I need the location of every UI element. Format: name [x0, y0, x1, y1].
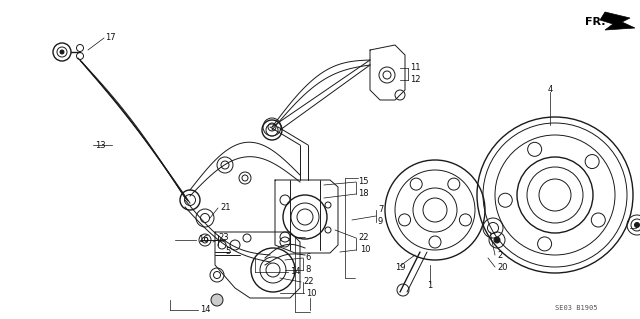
- Text: 17: 17: [105, 33, 116, 42]
- Text: 6: 6: [305, 254, 310, 263]
- Text: 19: 19: [395, 263, 405, 272]
- Text: 1: 1: [428, 280, 433, 290]
- Text: 21: 21: [220, 204, 230, 212]
- Text: 4: 4: [547, 85, 552, 94]
- Text: 23: 23: [218, 234, 228, 242]
- Text: 14: 14: [200, 306, 211, 315]
- Circle shape: [60, 50, 64, 54]
- Circle shape: [211, 294, 223, 306]
- Text: 18: 18: [358, 189, 369, 198]
- Text: 22: 22: [358, 234, 369, 242]
- Text: 14: 14: [290, 268, 301, 277]
- Text: 3: 3: [638, 224, 640, 233]
- Text: SE03 B1905: SE03 B1905: [555, 305, 598, 311]
- Text: 10: 10: [360, 246, 371, 255]
- Text: 9: 9: [378, 218, 383, 226]
- Text: 12: 12: [410, 76, 420, 85]
- Polygon shape: [600, 12, 635, 30]
- Text: FR.: FR.: [585, 17, 605, 27]
- Text: 15: 15: [358, 177, 369, 187]
- Circle shape: [494, 237, 500, 243]
- Text: 11: 11: [410, 63, 420, 72]
- Text: 2: 2: [497, 250, 502, 259]
- Text: 10: 10: [306, 288, 317, 298]
- Text: 5: 5: [225, 248, 230, 256]
- Text: 22: 22: [303, 278, 314, 286]
- Text: 13: 13: [95, 140, 106, 150]
- Circle shape: [634, 222, 639, 227]
- Text: 20: 20: [497, 263, 508, 271]
- Text: 7: 7: [378, 205, 383, 214]
- Text: 8: 8: [305, 265, 310, 275]
- Text: 16: 16: [198, 235, 209, 244]
